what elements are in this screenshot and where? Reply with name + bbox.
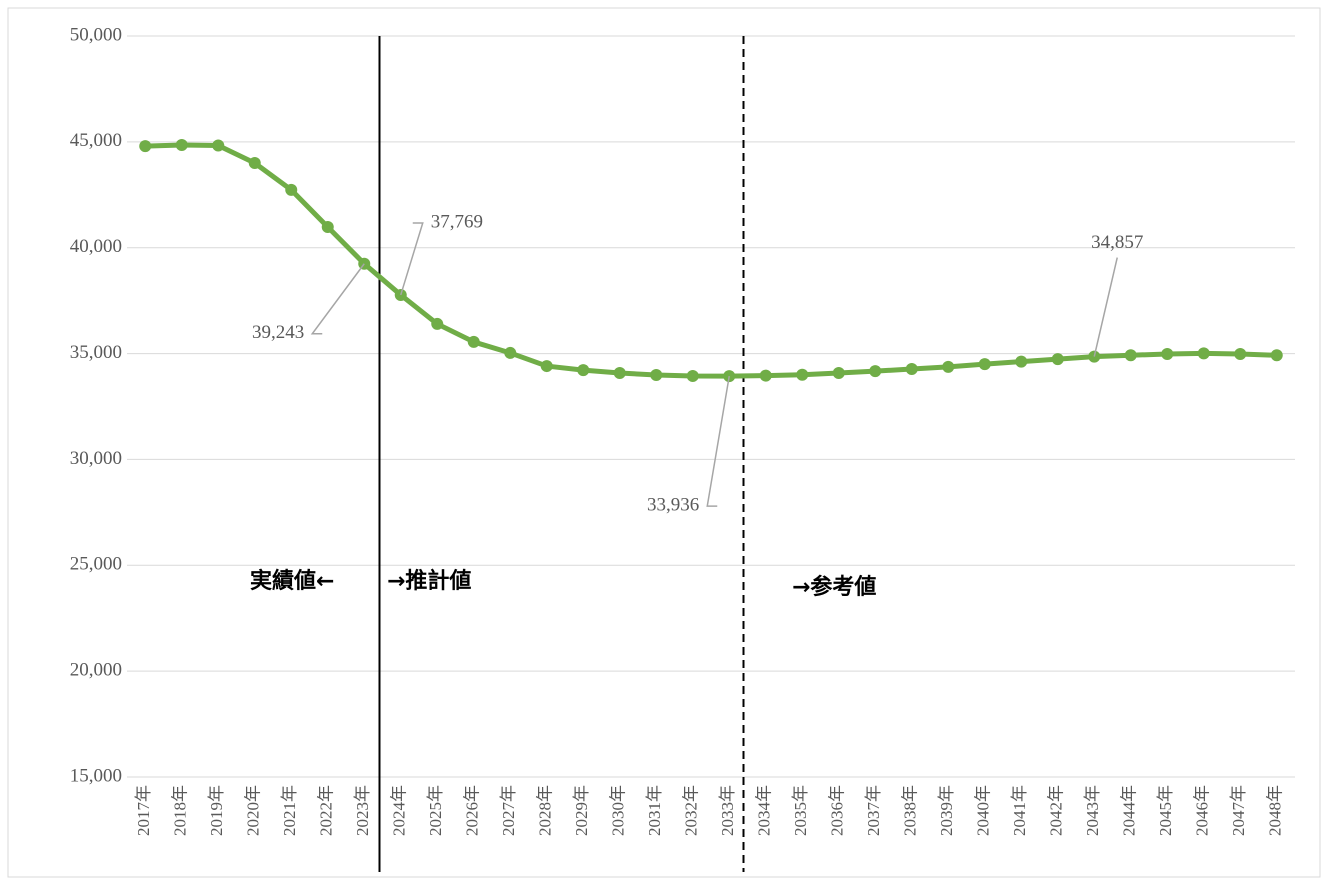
x-tick-label: 2048年 xyxy=(1266,785,1285,836)
x-tick-label: 2043年 xyxy=(1083,785,1102,836)
x-tick-label: 2045年 xyxy=(1156,785,1175,836)
leader-line xyxy=(310,263,365,335)
data-label: 37,769 xyxy=(431,211,483,232)
annotation: →推計値 xyxy=(387,568,471,594)
point xyxy=(942,360,955,373)
x-tick-label: 2030年 xyxy=(609,785,628,836)
point xyxy=(613,367,626,380)
point xyxy=(1051,353,1064,366)
point xyxy=(504,346,517,359)
point xyxy=(321,220,334,233)
data-label: 39,243 xyxy=(252,322,304,343)
x-tick-label: 2020年 xyxy=(244,785,263,836)
y-tick-label: 30,000 xyxy=(70,448,122,469)
x-tick-label: 2042年 xyxy=(1047,785,1066,836)
x-tick-label: 2035年 xyxy=(791,785,810,836)
point xyxy=(1015,355,1028,368)
point xyxy=(832,367,845,380)
x-tick-label: 2017年 xyxy=(134,785,153,836)
x-tick-label: 2047年 xyxy=(1229,785,1248,836)
point xyxy=(285,183,298,196)
x-tick-label: 2033年 xyxy=(718,785,737,836)
x-tick-label: 2036年 xyxy=(828,785,847,836)
x-tick-label: 2028年 xyxy=(536,785,555,836)
leader-line xyxy=(400,222,424,296)
x-tick-label: 2040年 xyxy=(974,785,993,836)
y-tick-label: 50,000 xyxy=(70,24,122,45)
y-tick-label: 40,000 xyxy=(70,236,122,257)
line xyxy=(145,142,1277,379)
point xyxy=(869,365,882,378)
x-tick-label: 2024年 xyxy=(390,785,409,836)
x-tick-label: 2018年 xyxy=(171,785,190,836)
x-tick-label: 2038年 xyxy=(901,785,920,836)
x-tick-label: 2034年 xyxy=(755,785,774,836)
point xyxy=(650,368,663,381)
point xyxy=(759,369,772,382)
data-label: 34,857 xyxy=(1091,232,1143,253)
y-tick-label: 45,000 xyxy=(70,130,122,151)
chart-frame xyxy=(7,7,1321,878)
y-tick-label: 25,000 xyxy=(70,554,122,575)
point xyxy=(212,139,225,152)
point xyxy=(1197,347,1210,360)
point xyxy=(1161,347,1174,360)
y-tick-label: 20,000 xyxy=(70,660,122,681)
point xyxy=(978,358,991,371)
x-tick-label: 2039年 xyxy=(937,785,956,836)
point xyxy=(467,335,480,348)
x-tick-label: 2029年 xyxy=(572,785,591,836)
x-tick-label: 2019年 xyxy=(207,785,226,836)
point xyxy=(175,139,188,152)
x-tick-label: 2025年 xyxy=(426,785,445,836)
x-tick-label: 2026年 xyxy=(463,785,482,836)
point xyxy=(139,140,152,153)
data-label: 33,936 xyxy=(647,494,699,515)
x-tick-label: 2044年 xyxy=(1120,785,1139,836)
y-tick-label: 15,000 xyxy=(70,765,122,786)
leader-line xyxy=(706,375,730,507)
y-tick-label: 35,000 xyxy=(70,342,122,363)
point xyxy=(248,157,261,170)
x-tick-label: 2022年 xyxy=(317,785,336,836)
annotation: 実績値← xyxy=(250,568,334,594)
point xyxy=(577,364,590,377)
point xyxy=(540,360,553,373)
point xyxy=(1270,349,1283,362)
x-tick-label: 2031年 xyxy=(645,785,664,836)
point xyxy=(905,363,918,376)
annotation: →参考値 xyxy=(792,574,876,600)
point xyxy=(796,368,809,381)
x-tick-label: 2021年 xyxy=(280,785,299,836)
x-tick-label: 2041年 xyxy=(1010,785,1029,836)
point xyxy=(1234,347,1247,360)
x-tick-label: 2023年 xyxy=(353,785,372,836)
x-tick-label: 2037年 xyxy=(864,785,883,836)
point xyxy=(1124,349,1137,362)
x-tick-label: 2032年 xyxy=(682,785,701,836)
x-tick-label: 2046年 xyxy=(1193,785,1212,836)
point xyxy=(686,370,699,383)
leader-line xyxy=(1093,257,1118,357)
point xyxy=(431,317,444,330)
x-tick-label: 2027年 xyxy=(499,785,518,836)
